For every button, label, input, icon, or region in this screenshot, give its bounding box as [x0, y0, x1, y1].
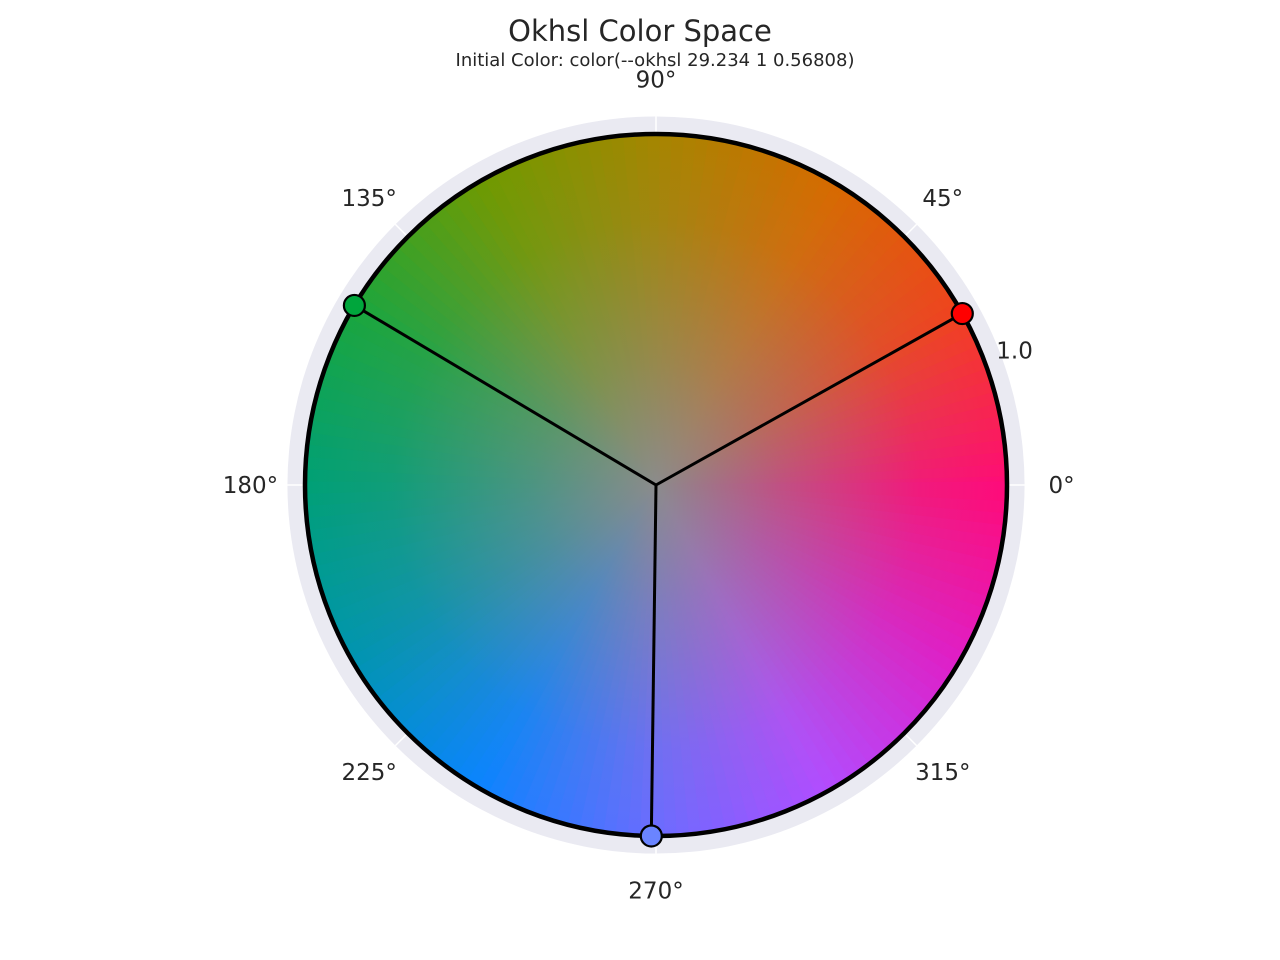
color-point	[950, 301, 974, 326]
theta-tick-label: 45°	[922, 186, 963, 212]
hue-spoke	[353, 304, 657, 487]
hue-spoke	[655, 312, 964, 487]
color-point	[342, 293, 366, 318]
color-points	[342, 293, 974, 848]
theta-tick-label: 90°	[636, 67, 677, 93]
chart-subtitle: Initial Color: color(--okhsl 29.234 1 0.…	[456, 50, 855, 71]
theta-tick-label: 315°	[915, 760, 970, 786]
theta-tick-label: 135°	[342, 186, 397, 212]
color-wheel	[305, 134, 1007, 836]
theta-tick-label: 225°	[342, 760, 397, 786]
color-point	[639, 824, 663, 848]
theta-tick-label: 270°	[628, 879, 683, 905]
r-tick-label: 1.0	[996, 339, 1033, 365]
theta-tick-labels: 0° 45° 90° 135° 180° 225° 270° 315°	[223, 67, 1075, 904]
r-tick-labels: 1.0	[996, 339, 1033, 365]
hue-spoke	[649, 484, 658, 836]
theta-tick-label: 180°	[223, 473, 278, 499]
chart-title: Okhsl Color Space	[508, 14, 772, 48]
theta-tick-label: 0°	[1048, 473, 1074, 499]
hue-spokes	[353, 304, 964, 836]
